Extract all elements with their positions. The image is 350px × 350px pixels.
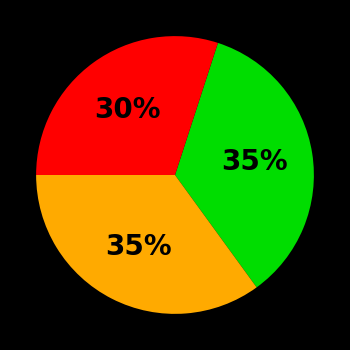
Text: 35%: 35% — [105, 233, 172, 261]
Wedge shape — [36, 175, 257, 314]
Wedge shape — [175, 43, 314, 287]
Wedge shape — [36, 36, 218, 175]
Text: 30%: 30% — [94, 96, 161, 124]
Text: 35%: 35% — [221, 148, 288, 176]
